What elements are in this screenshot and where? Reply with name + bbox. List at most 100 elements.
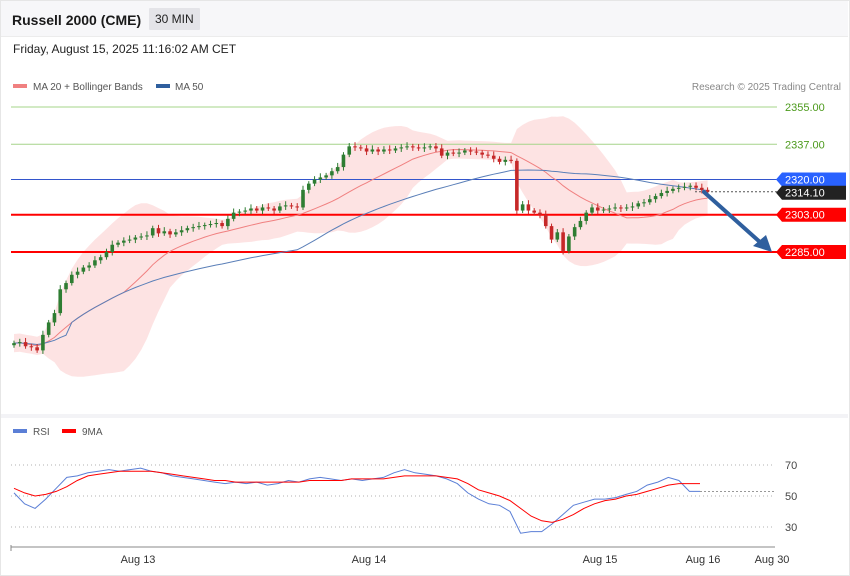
candle: [474, 147, 479, 156]
candle: [197, 221, 201, 230]
candle: [619, 204, 623, 213]
candle: [324, 172, 328, 180]
candle: [515, 158, 519, 215]
candle: [17, 338, 22, 347]
candle: [318, 173, 323, 184]
candle: [347, 143, 352, 158]
candle: [133, 235, 138, 244]
level-label-2320.00: 2320.00: [785, 175, 825, 187]
candle: [122, 237, 126, 247]
timestamp: Friday, August 15, 2025 11:16:02 AM CET: [13, 42, 237, 56]
candle: [185, 225, 190, 233]
candle: [526, 200, 531, 215]
candle: [41, 330, 45, 354]
candle: [561, 228, 565, 255]
candle: [613, 203, 617, 211]
level-label-2355.00: 2355.00: [785, 102, 825, 114]
candle: [278, 203, 282, 214]
rsi-tick-50: 50: [785, 491, 797, 503]
candle: [422, 143, 427, 152]
candle: [601, 207, 606, 214]
level-label-2314.10: 2314.10: [785, 188, 825, 200]
candle: [463, 148, 467, 156]
candle: [35, 343, 39, 353]
candle: [428, 143, 432, 150]
forecast-arrow: [702, 190, 772, 252]
candle: [353, 142, 357, 151]
candle: [104, 248, 109, 260]
candle: [595, 203, 600, 215]
candle: [509, 155, 513, 164]
candle: [46, 319, 51, 338]
candle: [254, 206, 259, 214]
candle: [555, 229, 560, 243]
candle: [387, 145, 392, 155]
candle: [249, 204, 253, 215]
rsi-tick-30: 30: [785, 522, 797, 534]
candle: [145, 231, 149, 240]
candle: [220, 220, 224, 229]
candle: [405, 142, 409, 150]
ma20-line: [13, 148, 708, 347]
candle: [671, 186, 675, 194]
candle: [642, 198, 646, 207]
rsi-legend-swatch: [13, 429, 27, 433]
candle: [590, 204, 594, 216]
candle: [191, 223, 195, 232]
candle: [694, 182, 698, 191]
candle: [497, 156, 502, 165]
candle: [688, 183, 693, 191]
candle: [653, 193, 658, 203]
rsi-ma-line: [13, 470, 700, 523]
candle: [93, 256, 97, 268]
candle: [98, 254, 103, 264]
candle: [312, 176, 317, 187]
candle: [64, 280, 68, 293]
candle: [451, 149, 456, 157]
level-tag-2320.00: [776, 172, 846, 187]
candle: [486, 151, 490, 159]
x-tick-aug14: Aug 14: [352, 554, 387, 566]
candle: [578, 216, 583, 230]
candle: [491, 151, 496, 163]
candle: [607, 205, 612, 214]
candle: [301, 185, 305, 210]
candle: [231, 208, 236, 222]
candle: [624, 204, 629, 211]
candle: [52, 309, 57, 326]
candle: [174, 229, 178, 237]
candle: [226, 215, 230, 230]
level-tag-2314.10: [776, 185, 846, 200]
candle: [399, 144, 404, 152]
instrument-title: Russell 2000 (CME): [12, 12, 142, 28]
level-label-2285.00: 2285.00: [785, 247, 825, 259]
candle: [127, 235, 132, 244]
candle: [341, 152, 346, 171]
candle: [520, 201, 525, 214]
candle: [393, 145, 398, 153]
x-tick-aug15: Aug 15: [583, 554, 618, 566]
bollinger-band: [14, 116, 708, 377]
ma50-legend-label: MA 50: [175, 82, 204, 93]
candle: [179, 226, 184, 236]
timeframe-badge[interactable]: 30 MIN: [149, 8, 200, 30]
candle: [272, 206, 276, 215]
candle: [457, 148, 461, 158]
candle: [567, 233, 571, 254]
candle: [70, 271, 74, 286]
ma50-legend-swatch: [156, 84, 170, 88]
candle: [110, 240, 115, 256]
level-label-2303.00: 2303.00: [785, 210, 825, 222]
level-tag-2285.00: [776, 245, 846, 259]
candle: [572, 223, 577, 240]
candle: [29, 343, 34, 351]
ma50-line: [13, 169, 708, 346]
candle: [700, 183, 704, 194]
rsi-panel: 30 50 70: [11, 460, 797, 534]
candle: [139, 233, 143, 240]
candle: [214, 218, 219, 228]
candle: [162, 227, 167, 236]
candle: [416, 144, 421, 151]
candle: [543, 210, 548, 229]
